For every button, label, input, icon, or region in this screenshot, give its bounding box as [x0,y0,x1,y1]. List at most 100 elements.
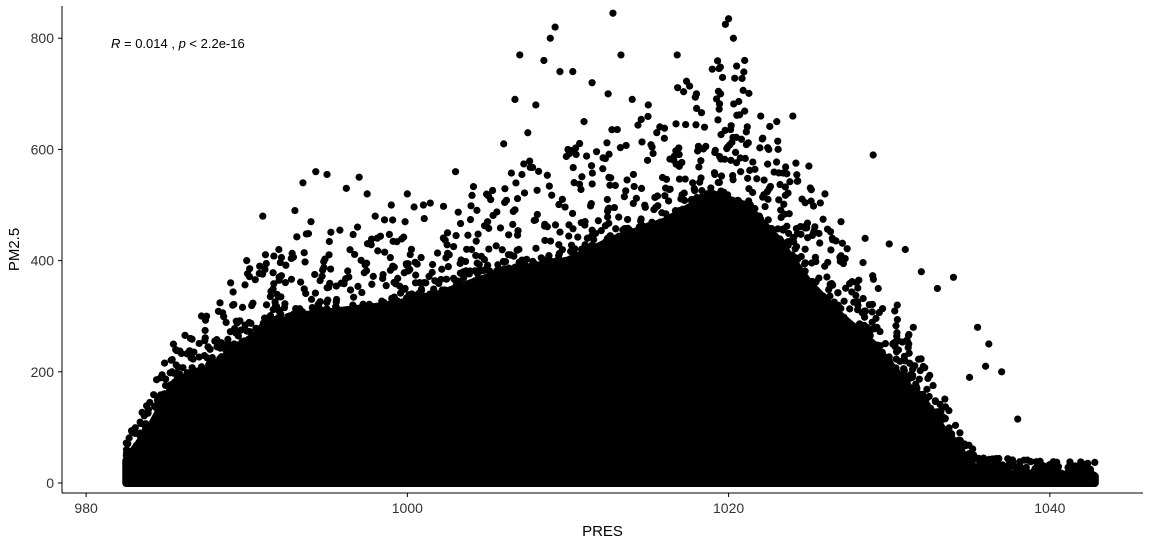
scatter-point [914,355,923,363]
scatter-point [1071,471,1079,479]
scatter-point [131,444,139,453]
scatter-point [354,282,362,290]
scatter-point [873,323,881,331]
scatter-point [477,252,485,260]
scatter-point [878,305,887,313]
scatter-point [174,363,183,372]
scatter-point [545,182,553,190]
scatter-point [271,298,279,306]
correlation-annotation: R = 0.014 , p < 2.2e-16 [111,36,245,51]
scatter-point [807,186,815,194]
scatter-point [815,274,823,282]
scatter-point [599,165,607,173]
scatter-point [128,428,136,436]
r-symbol: R [111,36,120,51]
scatter-point [526,157,534,165]
scatter-point [226,348,235,356]
scatter-point [675,144,683,152]
scatter-point [328,308,336,316]
scatter-point [724,15,733,23]
scatter-point [1014,415,1022,423]
scatter-point [729,171,737,180]
scatter-point [1027,458,1035,466]
scatter-point [998,368,1006,376]
scatter-point [620,193,628,201]
scatter-point [811,223,819,231]
scatter-point [746,201,754,209]
scatter-point [300,249,308,257]
scatter-point [798,195,806,203]
scatter-point [903,336,911,344]
y-axis-ticks: 0 200 400 600 800 [31,30,62,491]
points-layer [122,9,1099,487]
scatter-point [351,250,359,259]
scatter-point [607,174,615,182]
scatter-point [697,109,706,117]
scatter-point [772,158,781,166]
scatter-point [733,111,741,119]
scatter-point [697,157,705,165]
scatter-point [610,203,619,212]
scatter-point [666,155,674,163]
scatter-point [629,170,638,179]
scatter-point [700,123,709,131]
scatter-point [855,276,863,284]
scatter-point [255,269,263,278]
scatter-point [300,285,308,293]
scatter-point [311,289,320,297]
scatter-point [751,165,759,173]
scatter-point [859,294,867,303]
scatter-point [588,169,596,177]
scatter-point [682,120,690,129]
scatter-point [840,297,848,305]
x-axis-title: PRES [582,523,623,540]
scatter-point [246,265,254,273]
scatter-point [524,129,532,137]
scatter-point [569,225,577,233]
scatter-point [611,181,619,190]
scatter-point [420,214,428,223]
scatter-point [609,9,617,17]
scatter-point [565,232,573,240]
scatter-point [729,34,738,42]
scatter-point [664,197,673,205]
scatter-point [993,458,1002,466]
scatter-point [516,51,524,59]
scatter-point [697,174,705,182]
scatter-point [276,258,284,267]
scatter-point [238,303,247,311]
scatter-point [653,192,662,200]
scatter-point [260,314,269,322]
scatter-point [756,144,764,152]
scatter-point [924,374,932,382]
scatter-point [462,267,470,275]
scatter-point [509,207,517,216]
scatter-point [441,286,449,294]
scatter-point [591,229,600,238]
scatter-point [781,183,789,191]
x-tick-label: 980 [74,500,98,516]
scatter-point [604,90,612,98]
scatter-point [837,218,845,226]
scatter-point [307,295,316,303]
scatter-point [885,240,893,248]
scatter-point [452,232,460,240]
scatter-point [731,148,740,157]
scatter-point [420,293,429,301]
scatter-point [452,282,460,290]
scatter-point [543,171,551,179]
scatter-point [181,331,189,339]
scatter-point [861,307,869,315]
scatter-point [515,245,523,253]
scatter-point [342,275,350,283]
scatter-point [336,226,344,234]
scatter-point [417,285,426,293]
scatter-point [949,273,958,281]
scatter-point [674,84,682,92]
p-value: < 2.2e-16 [186,36,245,51]
scatter-point [570,179,578,187]
scatter-point [292,304,300,313]
scatter-point [729,133,737,142]
scatter-point [256,262,264,270]
scatter-point [865,301,873,309]
